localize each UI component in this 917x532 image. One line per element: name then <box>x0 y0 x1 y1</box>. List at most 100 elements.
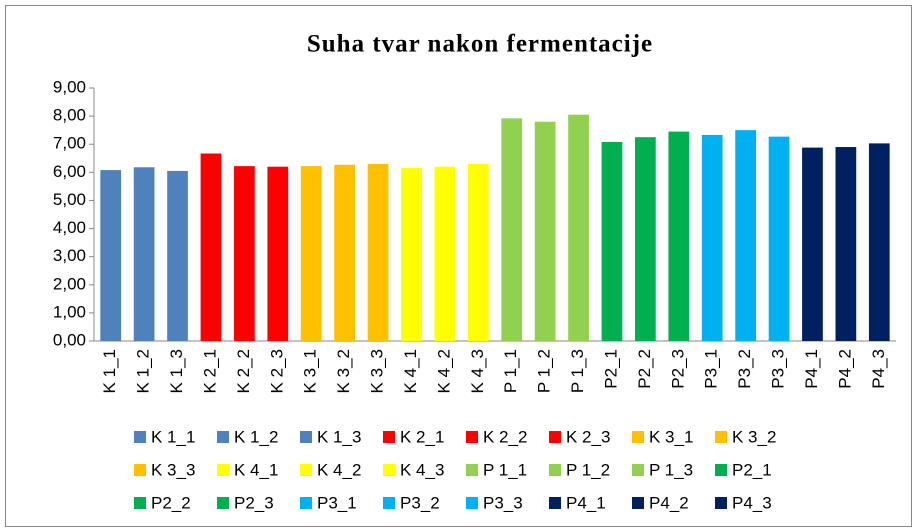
legend-swatch <box>300 497 312 509</box>
legend-label: K 2_1 <box>400 427 444 446</box>
y-tick-label: 2,00 <box>53 274 86 293</box>
legend-swatch <box>549 497 561 509</box>
legend-swatch <box>217 497 229 509</box>
legend-swatch <box>134 464 146 476</box>
x-tick-label: K 4_3 <box>468 349 487 393</box>
legend-swatch <box>217 431 229 443</box>
y-tick-label: 9,00 <box>53 77 86 96</box>
bar <box>334 164 355 341</box>
legend-label: K 2_2 <box>483 427 527 446</box>
legend-swatch <box>466 431 478 443</box>
bar <box>835 147 857 341</box>
y-tick-label: 0,00 <box>53 330 86 349</box>
legend-label: K 1_2 <box>234 427 278 446</box>
x-tick-label: P2_2 <box>635 349 654 389</box>
legend-swatch <box>632 431 644 443</box>
x-tick-label: P2_3 <box>668 349 687 389</box>
legend-swatch <box>549 464 561 476</box>
bar <box>868 143 890 341</box>
legend-swatch <box>466 464 478 476</box>
legend-swatch <box>134 497 146 509</box>
y-tick-label: 7,00 <box>53 134 86 153</box>
x-tick-label: K 2_3 <box>267 349 286 393</box>
bar <box>534 121 556 341</box>
y-tick-label: 3,00 <box>53 246 86 265</box>
bar <box>802 147 823 341</box>
legend-label: P3_3 <box>483 493 523 512</box>
x-tick-label: K 4_2 <box>434 349 453 393</box>
bar <box>434 166 456 341</box>
legend-label: K 2_3 <box>566 427 610 446</box>
chart-border <box>5 5 912 527</box>
x-tick-label: K 3_2 <box>334 349 353 393</box>
y-tick-label: 5,00 <box>53 190 86 209</box>
legend-label: K 3_1 <box>649 427 693 446</box>
legend-swatch <box>715 431 727 443</box>
bar <box>635 137 656 341</box>
bar <box>133 167 155 341</box>
legend-swatch <box>383 431 395 443</box>
bar <box>568 114 589 341</box>
x-tick-label: K 2_1 <box>200 349 219 393</box>
bar <box>601 141 623 341</box>
x-tick-label: K 3_3 <box>368 349 387 393</box>
legend-swatch <box>383 464 395 476</box>
y-tick-label: 4,00 <box>53 218 86 237</box>
bar <box>768 136 790 341</box>
legend-swatch <box>715 464 727 476</box>
x-tick-label: P 1_3 <box>568 349 587 393</box>
legend-swatch <box>217 464 229 476</box>
x-tick-label: K 4_1 <box>401 349 420 393</box>
x-tick-label: K 3_1 <box>301 349 320 393</box>
bar <box>668 131 690 341</box>
legend-label: P3_1 <box>317 493 357 512</box>
legend-swatch <box>300 464 312 476</box>
legend-label: K 4_2 <box>317 460 361 479</box>
x-tick-label: P2_1 <box>601 349 620 389</box>
legend-label: P4_1 <box>566 493 606 512</box>
x-tick-label: K 1_1 <box>100 349 119 393</box>
legend-label: K 1_1 <box>151 427 195 446</box>
bar <box>501 118 523 341</box>
y-tick-label: 6,00 <box>53 162 86 181</box>
legend-label: P4_2 <box>649 493 689 512</box>
legend-swatch <box>632 497 644 509</box>
legend-swatch <box>715 497 727 509</box>
legend-label: P2_2 <box>151 493 191 512</box>
legend-label: K 3_2 <box>732 427 776 446</box>
legend-swatch <box>134 431 146 443</box>
legend-label: K 3_3 <box>151 460 195 479</box>
legend-label: K 1_3 <box>317 427 361 446</box>
bar <box>367 163 389 341</box>
legend-swatch <box>383 497 395 509</box>
legend-label: P2_3 <box>234 493 274 512</box>
bar <box>467 163 489 341</box>
legend-label: K 4_1 <box>234 460 278 479</box>
x-tick-label: P 1_2 <box>535 349 554 393</box>
x-tick-label: K 1_2 <box>134 349 153 393</box>
bar <box>300 166 322 341</box>
legend-swatch <box>466 497 478 509</box>
legend-label: P4_3 <box>732 493 772 512</box>
legend-label: P 1_3 <box>649 460 693 479</box>
legend-label: P3_2 <box>400 493 440 512</box>
x-tick-label: P3_1 <box>702 349 721 389</box>
bar <box>401 168 422 341</box>
legend-swatch <box>300 431 312 443</box>
y-tick-label: 1,00 <box>53 302 86 321</box>
y-tick-label: 8,00 <box>53 106 86 125</box>
legend-swatch <box>632 464 644 476</box>
bar <box>735 130 756 341</box>
x-tick-label: P3_2 <box>735 349 754 389</box>
bar <box>267 166 289 341</box>
legend-label: P 1_2 <box>566 460 610 479</box>
x-tick-label: K 2_2 <box>234 349 253 393</box>
legend-label: P 1_1 <box>483 460 527 479</box>
bar <box>234 166 255 341</box>
bar <box>200 153 222 341</box>
x-tick-label: P4_2 <box>835 349 854 389</box>
bar <box>167 170 188 341</box>
legend-swatch <box>549 431 561 443</box>
x-tick-label: K 1_3 <box>167 349 186 393</box>
